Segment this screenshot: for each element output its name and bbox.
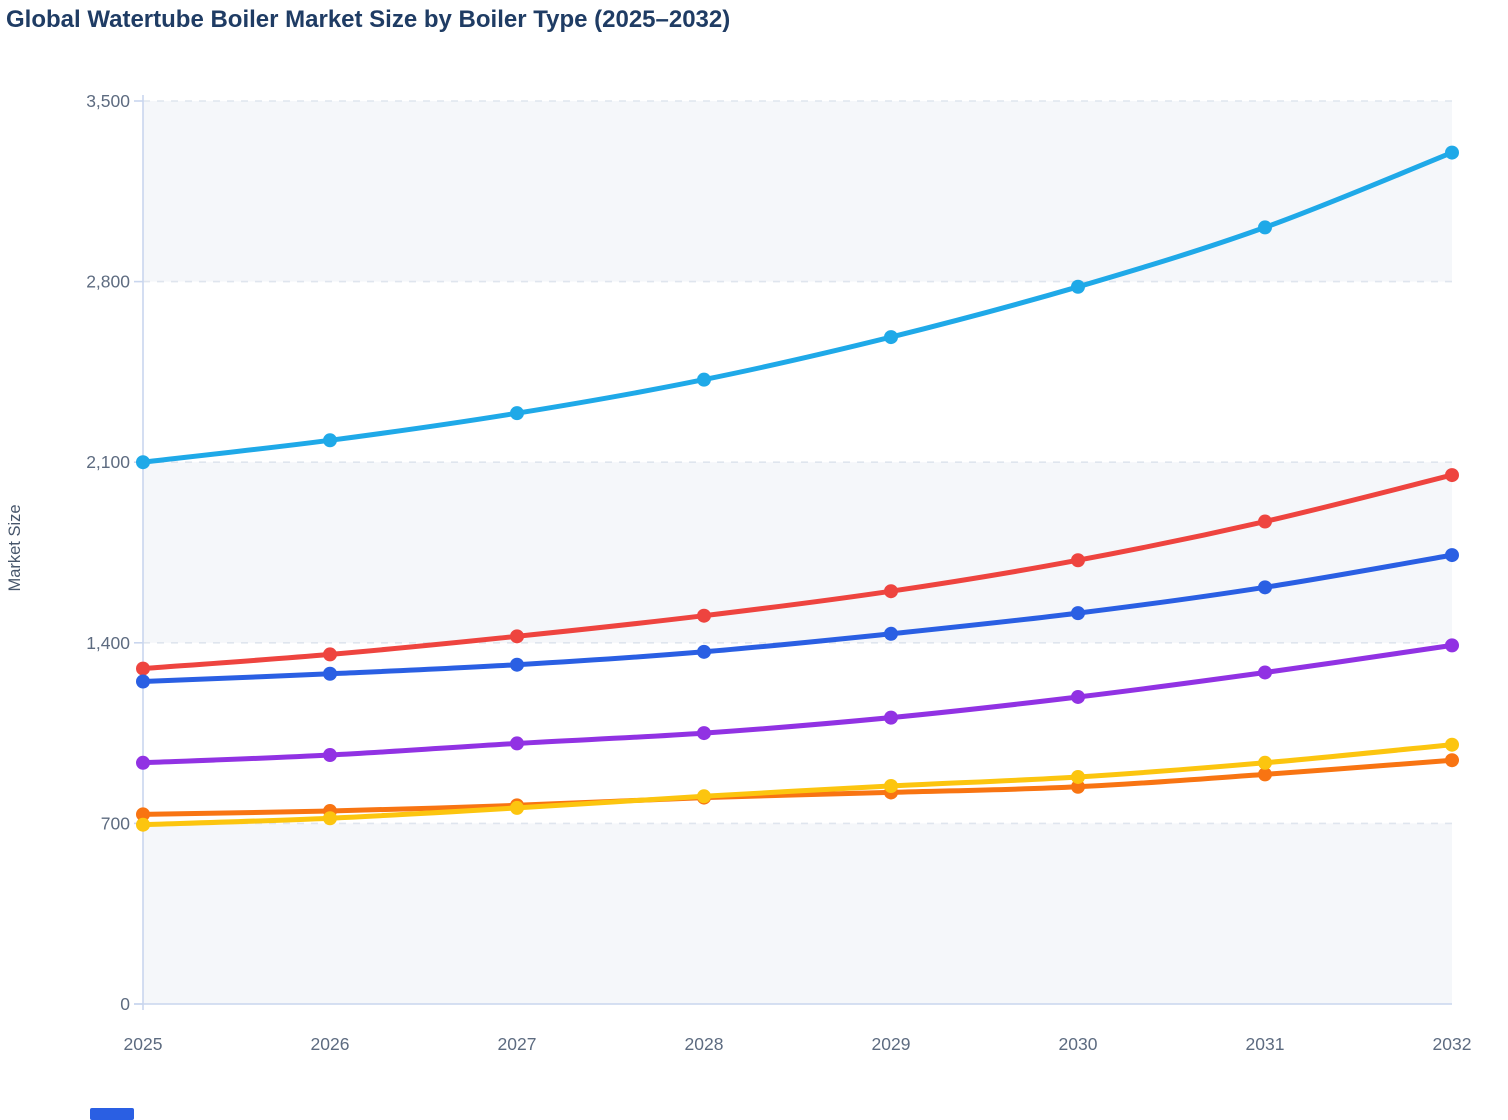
series-purple-marker[interactable] bbox=[1445, 638, 1459, 653]
series-cyan-marker[interactable] bbox=[510, 406, 524, 421]
y-tick-label: 0 bbox=[120, 994, 130, 1014]
x-tick-label: 2032 bbox=[1433, 1034, 1472, 1054]
x-tick-label: 2028 bbox=[685, 1034, 724, 1054]
x-tick-label: 2026 bbox=[311, 1034, 350, 1054]
series-blue-marker[interactable] bbox=[1071, 606, 1085, 621]
series-yellow-marker[interactable] bbox=[136, 817, 150, 832]
x-tick-label: 2029 bbox=[872, 1034, 911, 1054]
series-cyan-marker[interactable] bbox=[697, 372, 711, 387]
series-cyan-marker[interactable] bbox=[1071, 279, 1085, 294]
series-cyan-marker[interactable] bbox=[884, 330, 898, 345]
legend-swatch-partial[interactable] bbox=[90, 1108, 134, 1120]
series-red-marker[interactable] bbox=[884, 584, 898, 599]
series-purple-marker[interactable] bbox=[1071, 689, 1085, 704]
series-purple-marker[interactable] bbox=[884, 710, 898, 725]
series-red-marker[interactable] bbox=[323, 647, 337, 662]
plot-band bbox=[143, 101, 1452, 282]
series-yellow-marker[interactable] bbox=[697, 789, 711, 804]
series-red-line bbox=[140, 472, 1455, 672]
series-purple-line bbox=[140, 642, 1455, 766]
series-yellow-marker[interactable] bbox=[323, 811, 337, 826]
series-cyan-marker[interactable] bbox=[136, 455, 150, 470]
series-cyan-line bbox=[140, 150, 1455, 465]
series-purple-marker[interactable] bbox=[1258, 665, 1272, 680]
series-purple-marker[interactable] bbox=[323, 748, 337, 763]
series-blue-line bbox=[140, 552, 1455, 684]
chart-title: Global Watertube Boiler Market Size by B… bbox=[6, 6, 731, 33]
series-yellow-marker[interactable] bbox=[1258, 755, 1272, 770]
y-tick-label: 3,500 bbox=[86, 91, 130, 111]
series-blue-marker[interactable] bbox=[323, 666, 337, 681]
series-purple-marker[interactable] bbox=[697, 726, 711, 741]
series-blue-marker[interactable] bbox=[1445, 548, 1459, 563]
series-yellow-marker[interactable] bbox=[510, 800, 524, 815]
series-red-marker[interactable] bbox=[1258, 514, 1272, 529]
y-tick-label: 1,400 bbox=[86, 633, 130, 653]
plot-band bbox=[143, 462, 1452, 643]
series-blue-marker[interactable] bbox=[697, 644, 711, 659]
series-orange-marker[interactable] bbox=[1445, 753, 1459, 768]
series-orange-line bbox=[140, 757, 1455, 817]
series-red-marker[interactable] bbox=[510, 629, 524, 644]
y-axis-title: Market Size bbox=[6, 504, 24, 591]
series-red-marker[interactable] bbox=[1071, 553, 1085, 568]
series-red-marker[interactable] bbox=[1445, 468, 1459, 483]
y-tick-label: 2,100 bbox=[86, 452, 130, 472]
series-yellow-marker[interactable] bbox=[1445, 737, 1459, 752]
x-tick-label: 2025 bbox=[124, 1034, 163, 1054]
series-cyan-marker[interactable] bbox=[323, 433, 337, 448]
plot-band bbox=[143, 823, 1452, 1004]
series-orange-marker[interactable] bbox=[1258, 767, 1272, 782]
series-red-marker[interactable] bbox=[697, 608, 711, 623]
series-orange-marker[interactable] bbox=[1071, 779, 1085, 794]
series-yellow-marker[interactable] bbox=[1071, 769, 1085, 784]
series-purple-marker[interactable] bbox=[510, 736, 524, 751]
x-tick-label: 2030 bbox=[1059, 1034, 1098, 1054]
y-tick-label: 700 bbox=[101, 813, 130, 833]
y-tick-label: 2,800 bbox=[86, 272, 130, 292]
series-blue-marker[interactable] bbox=[1258, 580, 1272, 595]
series-purple-marker[interactable] bbox=[136, 755, 150, 770]
series-red-marker[interactable] bbox=[136, 661, 150, 676]
series-cyan-marker[interactable] bbox=[1258, 220, 1272, 235]
series-yellow-marker[interactable] bbox=[884, 778, 898, 793]
series-cyan-marker[interactable] bbox=[1445, 145, 1459, 160]
series-blue-marker[interactable] bbox=[510, 657, 524, 672]
series-blue-marker[interactable] bbox=[136, 674, 150, 689]
x-tick-label: 2027 bbox=[498, 1034, 537, 1054]
x-tick-label: 2031 bbox=[1246, 1034, 1285, 1054]
series-orange-marker[interactable] bbox=[136, 807, 150, 822]
series-blue-marker[interactable] bbox=[884, 626, 898, 641]
series-yellow-line bbox=[140, 742, 1455, 828]
